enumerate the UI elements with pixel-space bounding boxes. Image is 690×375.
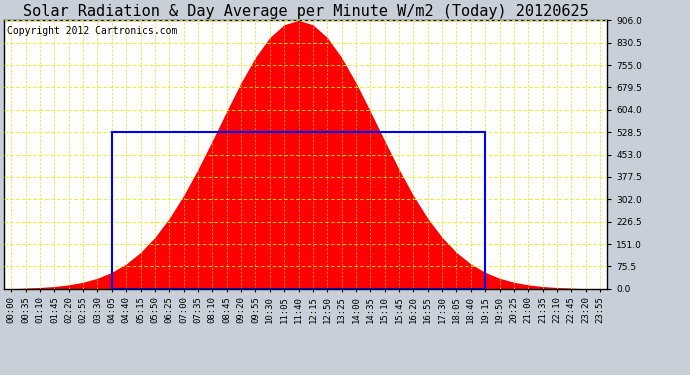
Text: Copyright 2012 Cartronics.com: Copyright 2012 Cartronics.com: [7, 26, 177, 36]
Title: Solar Radiation & Day Average per Minute W/m2 (Today) 20120625: Solar Radiation & Day Average per Minute…: [23, 4, 589, 19]
